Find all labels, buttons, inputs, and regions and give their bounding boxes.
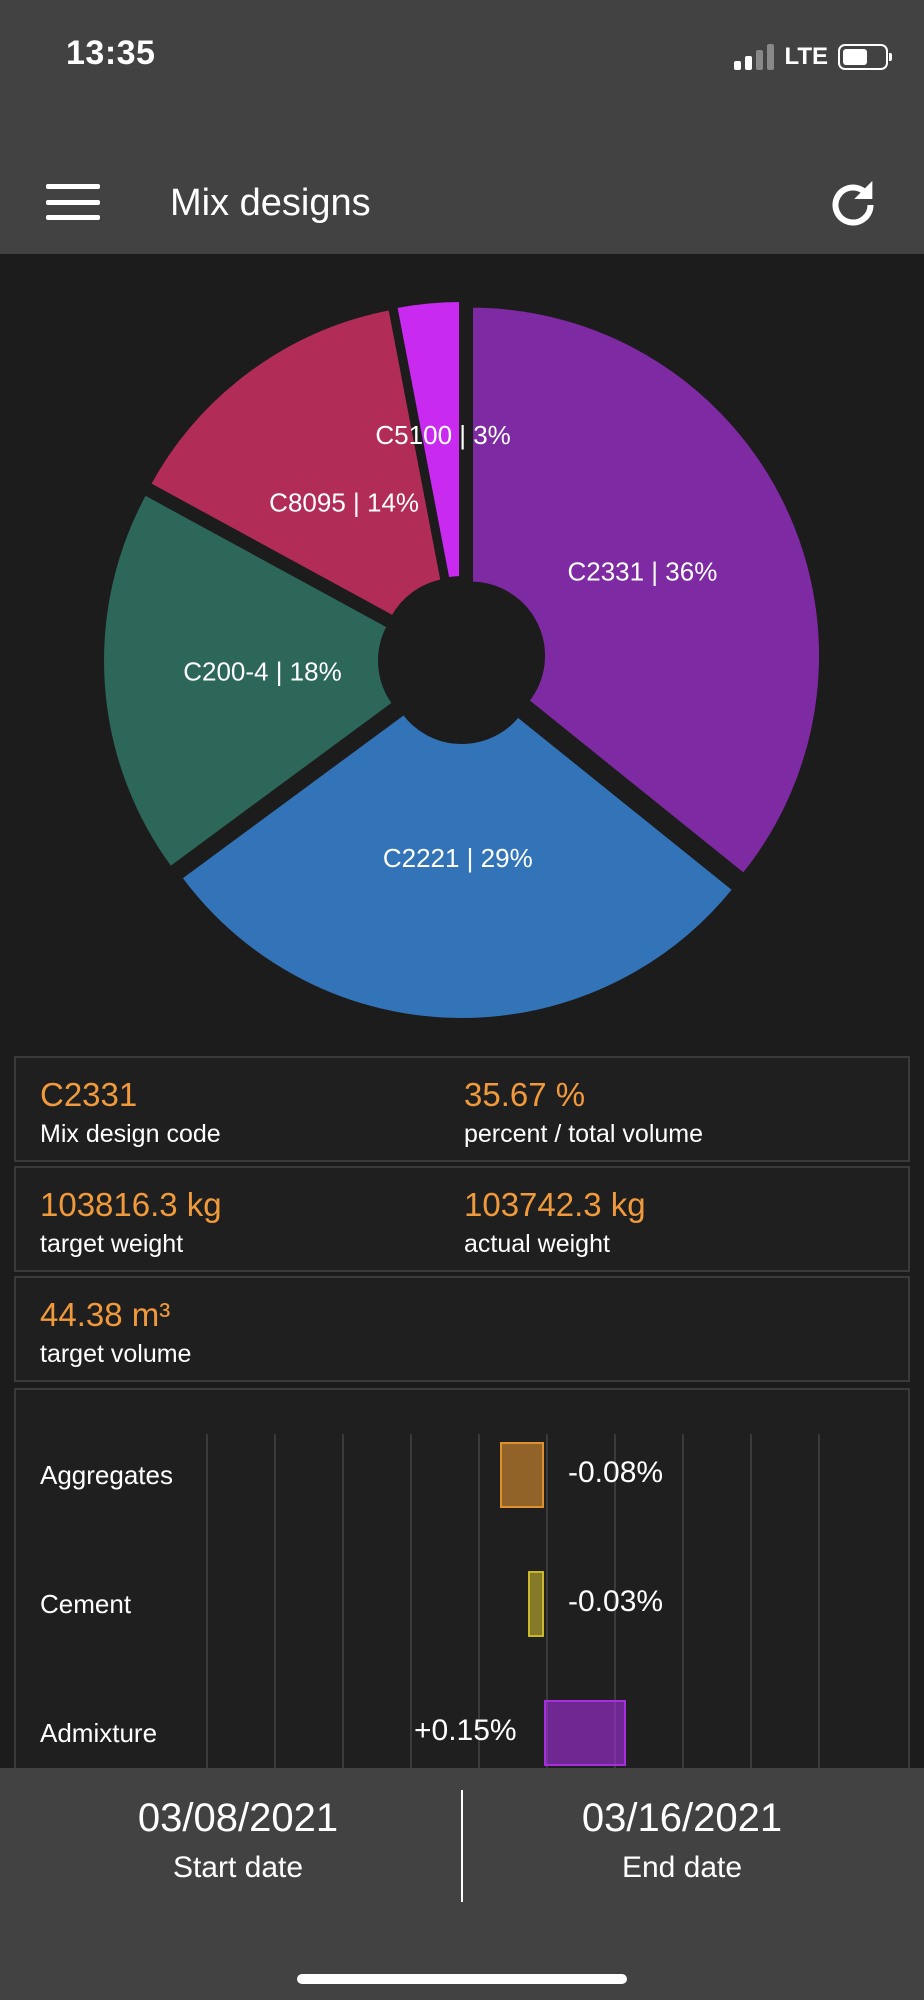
status-bar: 13:35 LTE (0, 0, 924, 110)
target-weight-cell: 103816.3 kg target weight (40, 1186, 222, 1259)
actual-weight-cell: 103742.3 kg actual weight (464, 1186, 646, 1259)
hamburger-menu-icon[interactable] (44, 180, 102, 224)
app-bar: Mix designs (0, 110, 924, 254)
grid-line (818, 1434, 820, 1770)
cellular-signal-icon (734, 44, 775, 70)
pie-slice-c200-4[interactable] (100, 490, 397, 872)
bar-aggregates (500, 1442, 544, 1508)
bar-label-aggregates: Aggregates (40, 1460, 173, 1490)
pie-label-c5100: C5100 | 3% (375, 420, 510, 450)
volume-card: 44.38 m³ target volume (14, 1276, 910, 1382)
bar-admixture (544, 1700, 626, 1766)
deviation-bar-chart: Aggregates Cement Admixture -0.08% -0.03… (14, 1388, 910, 1770)
pie-label-c8095: C8095 | 14% (269, 487, 419, 517)
start-date-button[interactable]: 03/08/2021 Start date (18, 1796, 458, 1885)
end-date-label: End date (621, 1851, 743, 1884)
bar-value-aggregates: -0.08% (568, 1456, 664, 1489)
grid-line (750, 1434, 752, 1770)
pie-chart-svg: C2331 | 36% C2221 | 29% C200-4 | 18% C8095 … (100, 298, 823, 1022)
bar-label-admixture: Admixture (40, 1718, 158, 1748)
start-date-label: Start date (172, 1851, 304, 1884)
pie-slice-c2221[interactable] (177, 709, 738, 1022)
end-date-button[interactable]: 03/16/2021 End date (462, 1796, 902, 1885)
home-indicator[interactable] (297, 1974, 627, 1984)
pie-slice-c2331[interactable] (469, 303, 823, 878)
percent-cell: 35.67 % percent / total volume (464, 1076, 703, 1149)
end-date-value: 03/16/2021 (581, 1796, 783, 1840)
bar-label-cement: Cement (40, 1589, 132, 1619)
percent-label: percent / total volume (464, 1120, 704, 1148)
pie-label-c200-4: C200-4 | 18% (183, 657, 342, 687)
grid-line (478, 1434, 480, 1770)
pie-label-c2331: C2331 | 36% (567, 557, 717, 587)
weight-card: 103816.3 kg target weight 103742.3 kg ac… (14, 1166, 910, 1272)
pie-slice-c8095[interactable] (146, 305, 445, 621)
grid-line (682, 1434, 684, 1770)
grid-line (342, 1434, 344, 1770)
bar-value-admixture: +0.15% (414, 1714, 517, 1747)
battery-icon (838, 44, 892, 70)
grid-line (410, 1434, 412, 1770)
refresh-icon[interactable] (824, 176, 882, 234)
network-type: LTE (784, 43, 828, 70)
percent-value: 35.67 % (464, 1076, 586, 1113)
actual-weight-label: actual weight (464, 1230, 610, 1258)
target-volume-cell: 44.38 m³ target volume (40, 1296, 191, 1369)
date-divider (461, 1790, 463, 1902)
bar-value-cement: -0.03% (568, 1585, 664, 1618)
start-date-value: 03/08/2021 (137, 1796, 339, 1840)
mix-design-pie-chart: C2331 | 36% C2221 | 29% C200-4 | 18% C8095 … (0, 254, 924, 1054)
target-weight-value: 103816.3 kg (40, 1186, 222, 1223)
status-time: 13:35 (66, 34, 156, 72)
actual-weight-value: 103742.3 kg (464, 1186, 646, 1223)
mix-code-label: Mix design code (40, 1120, 221, 1148)
grid-line (206, 1434, 208, 1770)
mix-code-value: C2331 (40, 1076, 138, 1113)
bar-cement (527, 1571, 544, 1637)
mix-code-card: C2331 Mix design code 35.67 % percent / … (14, 1056, 910, 1162)
pie-label-c2221: C2221 | 29% (383, 843, 533, 873)
target-weight-label: target weight (40, 1230, 184, 1258)
grid-line (614, 1434, 616, 1770)
page-title: Mix designs (170, 182, 371, 224)
grid-line (546, 1434, 548, 1770)
target-volume-label: target volume (40, 1340, 192, 1368)
grid-line (274, 1434, 276, 1770)
target-volume-value: 44.38 m³ (40, 1296, 171, 1333)
date-range-bar: 03/08/2021 Start date 03/16/2021 End dat… (0, 1768, 924, 2000)
status-indicators: LTE (734, 40, 892, 74)
mix-code-cell: C2331 Mix design code (40, 1076, 221, 1149)
pie-slice-c5100[interactable] (392, 298, 464, 582)
